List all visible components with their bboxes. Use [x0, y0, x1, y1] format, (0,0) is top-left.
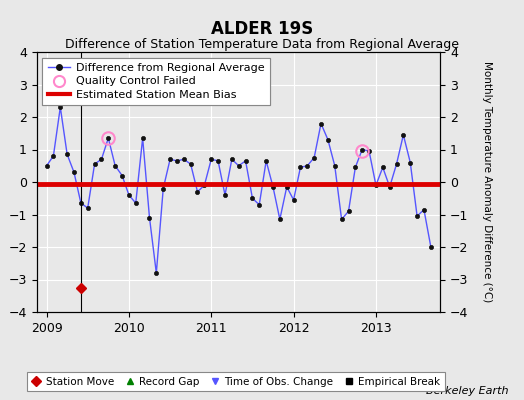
Difference from Regional Average — [57, 105, 63, 110]
Difference from Regional Average — [160, 186, 167, 191]
Legend: Difference from Regional Average, Quality Control Failed, Estimated Station Mean: Difference from Regional Average, Qualit… — [42, 58, 270, 105]
Line: Difference from Regional Average: Difference from Regional Average — [45, 105, 433, 275]
Text: ALDER 19S: ALDER 19S — [211, 20, 313, 38]
Difference from Regional Average — [71, 170, 77, 175]
Text: Difference of Station Temperature Data from Regional Average: Difference of Station Temperature Data f… — [65, 38, 459, 51]
Difference from Regional Average — [43, 163, 50, 168]
Difference from Regional Average — [318, 121, 324, 126]
Difference from Regional Average — [222, 193, 228, 198]
Difference from Regional Average — [325, 137, 331, 142]
Y-axis label: Monthly Temperature Anomaly Difference (°C): Monthly Temperature Anomaly Difference (… — [482, 61, 492, 303]
Difference from Regional Average — [64, 152, 70, 157]
Legend: Station Move, Record Gap, Time of Obs. Change, Empirical Break: Station Move, Record Gap, Time of Obs. C… — [27, 372, 445, 391]
Difference from Regional Average — [428, 244, 434, 250]
Difference from Regional Average — [153, 270, 159, 275]
Text: Berkeley Earth: Berkeley Earth — [426, 386, 508, 396]
